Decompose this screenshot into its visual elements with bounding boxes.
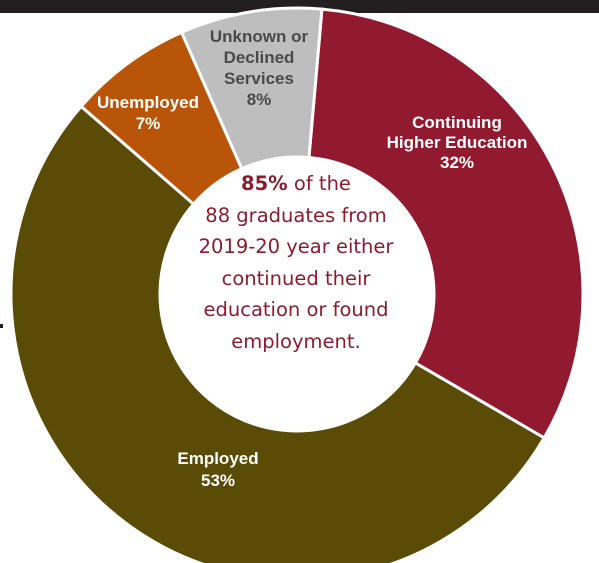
- summary-line-6: employment.: [231, 329, 361, 353]
- center-summary: 85% of the 88 graduates from 2019-20 yea…: [168, 168, 424, 357]
- label-employed: Employed 53%: [177, 449, 258, 490]
- summary-line-2: 88 graduates from: [205, 203, 387, 227]
- label-unknown-or-declined-services: Unknown or Declined Services 8%: [210, 27, 309, 109]
- summary-line-3: 2019-20 year either: [198, 235, 394, 258]
- summary-line-5: education or found: [203, 298, 389, 321]
- summary-highlight: 85%: [241, 172, 288, 195]
- donut-hole: [160, 157, 434, 431]
- label-continuing-higher-education: Continuing Higher Education 32%: [387, 113, 528, 172]
- summary-line-1: 85% of the: [168, 168, 424, 200]
- label-unemployed: Unemployed 7%: [97, 93, 199, 133]
- edge-mark: [0, 324, 3, 328]
- summary-line-1-rest: of the: [287, 172, 351, 195]
- summary-line-4: continued their: [221, 266, 371, 290]
